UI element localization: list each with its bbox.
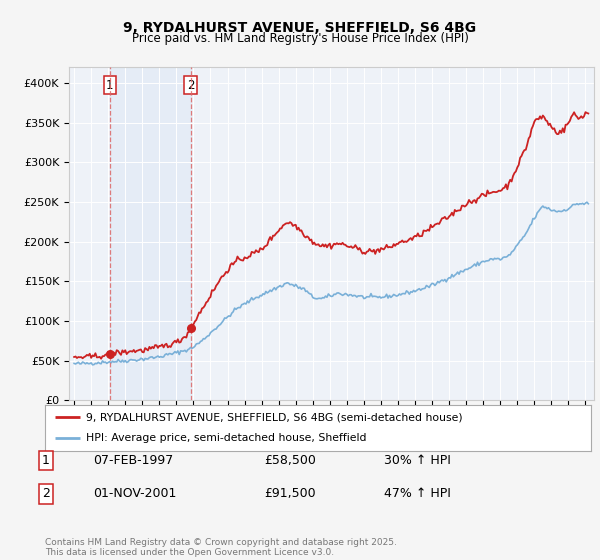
Text: £91,500: £91,500 — [264, 487, 316, 501]
Text: 01-NOV-2001: 01-NOV-2001 — [93, 487, 176, 501]
Text: 9, RYDALHURST AVENUE, SHEFFIELD, S6 4BG: 9, RYDALHURST AVENUE, SHEFFIELD, S6 4BG — [124, 21, 476, 35]
Bar — [110, 67, 191, 400]
Text: 9, RYDALHURST AVENUE, SHEFFIELD, S6 4BG (semi-detached house): 9, RYDALHURST AVENUE, SHEFFIELD, S6 4BG … — [86, 412, 463, 422]
Text: HPI: Average price, semi-detached house, Sheffield: HPI: Average price, semi-detached house,… — [86, 433, 367, 444]
Text: Contains HM Land Registry data © Crown copyright and database right 2025.
This d: Contains HM Land Registry data © Crown c… — [45, 538, 397, 557]
Text: 1: 1 — [41, 454, 50, 467]
Text: 2: 2 — [187, 79, 194, 92]
Text: 07-FEB-1997: 07-FEB-1997 — [93, 454, 173, 467]
Text: 1: 1 — [106, 79, 113, 92]
Text: Price paid vs. HM Land Registry's House Price Index (HPI): Price paid vs. HM Land Registry's House … — [131, 32, 469, 45]
Text: 47% ↑ HPI: 47% ↑ HPI — [384, 487, 451, 501]
Text: 30% ↑ HPI: 30% ↑ HPI — [384, 454, 451, 467]
Text: £58,500: £58,500 — [264, 454, 316, 467]
Text: 2: 2 — [41, 487, 50, 501]
